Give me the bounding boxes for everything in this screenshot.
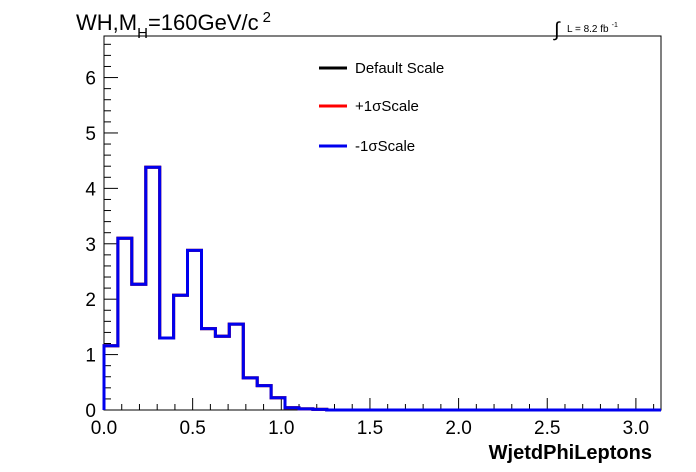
x-axis-title: WjetdPhiLeptons: [489, 442, 652, 464]
x-tick-label: 3.0: [623, 418, 649, 439]
x-tick-label: 0.0: [91, 418, 117, 439]
x-tick-label: 1.5: [357, 418, 383, 439]
x-tick-label: 2.0: [445, 418, 471, 439]
title-mid: =160GeV/c: [148, 10, 259, 35]
lumi-superscript: -1: [612, 22, 618, 29]
title-prefix: WH,M: [76, 10, 137, 35]
y-tick-label: 6: [85, 69, 96, 90]
y-tick-label: 5: [85, 124, 96, 145]
y-tick-label: 3: [85, 235, 96, 256]
lumi-label: L = 8.2 fb -1: [567, 22, 618, 35]
y-tick-label: 4: [85, 179, 96, 200]
y-tick-label: 0: [85, 401, 96, 422]
lumi-integral-symbol: ∫: [553, 19, 561, 41]
x-tick-label: 0.5: [179, 418, 205, 439]
series-line-2: [102, 165, 661, 412]
title-superscript: 2: [263, 9, 271, 26]
legend-label-minus1sigma-scale: -1σScale: [355, 138, 415, 155]
legend-label-default-scale: Default Scale: [355, 60, 444, 77]
title-subscript: H: [137, 25, 148, 42]
lumi-text: L = 8.2 fb: [567, 24, 609, 35]
legend: Default Scale +1σScale -1σScale: [319, 60, 444, 155]
chart-title: WH,MH=160GeV/c 2: [76, 9, 271, 42]
series-layer: [102, 165, 661, 412]
legend-label-plus1sigma-scale: +1σScale: [355, 98, 419, 115]
y-tick-label: 2: [85, 290, 96, 311]
x-tick-label: 1.0: [268, 418, 294, 439]
y-tick-label: 1: [85, 346, 96, 367]
x-tick-label: 2.5: [534, 418, 560, 439]
